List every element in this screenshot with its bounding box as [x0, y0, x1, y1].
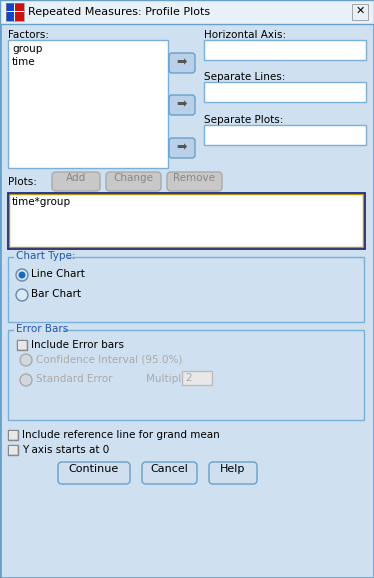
Text: Remove: Remove — [174, 173, 215, 183]
Text: Bar Chart: Bar Chart — [31, 289, 81, 299]
Bar — [14, 253, 67, 261]
FancyBboxPatch shape — [142, 462, 197, 484]
Bar — [17, 340, 27, 350]
Text: Y axis starts at 0: Y axis starts at 0 — [22, 445, 109, 455]
Text: Help: Help — [220, 465, 246, 475]
Text: time*group: time*group — [12, 197, 71, 207]
Bar — [204, 40, 366, 60]
Bar — [8, 330, 364, 420]
Bar — [8, 40, 168, 168]
Bar — [15, 12, 24, 21]
Text: Factors:: Factors: — [8, 30, 49, 40]
Circle shape — [16, 289, 28, 301]
Bar — [9, 194, 363, 247]
Text: group: group — [12, 44, 42, 54]
FancyBboxPatch shape — [52, 172, 100, 191]
Text: ✕: ✕ — [355, 6, 365, 16]
Text: Include Error bars: Include Error bars — [31, 340, 124, 350]
Text: Add: Add — [66, 173, 86, 183]
Bar — [182, 371, 212, 385]
Bar — [8, 193, 364, 248]
Text: ➡: ➡ — [177, 57, 187, 69]
Bar — [8, 430, 18, 440]
Bar — [204, 82, 366, 102]
Bar — [9, 446, 17, 454]
Text: Standard Error: Standard Error — [36, 374, 113, 384]
Text: Separate Plots:: Separate Plots: — [204, 115, 283, 125]
Text: 2: 2 — [185, 373, 191, 383]
FancyBboxPatch shape — [169, 53, 195, 73]
Text: Line Chart: Line Chart — [31, 269, 85, 279]
Bar — [14, 3, 15, 21]
FancyBboxPatch shape — [106, 172, 161, 191]
Bar — [0, 0, 374, 24]
Bar — [6, 12, 15, 21]
Text: Error Bars: Error Bars — [16, 324, 68, 334]
Text: Repeated Measures: Profile Plots: Repeated Measures: Profile Plots — [28, 7, 210, 17]
Bar — [15, 3, 24, 12]
FancyBboxPatch shape — [167, 172, 222, 191]
Bar — [6, 11, 24, 12]
Circle shape — [20, 374, 32, 386]
Text: Cancel: Cancel — [151, 465, 188, 475]
Text: Plots:: Plots: — [8, 177, 37, 187]
FancyBboxPatch shape — [58, 462, 130, 484]
Bar — [14, 326, 63, 334]
Bar — [18, 341, 26, 349]
FancyBboxPatch shape — [209, 462, 257, 484]
Circle shape — [16, 269, 28, 281]
Text: Continue: Continue — [69, 465, 119, 475]
Bar — [352, 4, 368, 20]
Bar — [8, 257, 364, 322]
Text: Confidence Interval (95.0%): Confidence Interval (95.0%) — [36, 354, 183, 364]
Bar — [8, 445, 18, 455]
Bar — [6, 3, 15, 12]
FancyBboxPatch shape — [169, 138, 195, 158]
Text: Change: Change — [113, 173, 153, 183]
FancyBboxPatch shape — [169, 95, 195, 115]
Text: Separate Lines:: Separate Lines: — [204, 72, 285, 82]
Text: ➡: ➡ — [177, 142, 187, 154]
Bar — [6, 3, 24, 21]
Circle shape — [18, 272, 25, 279]
Text: Multiplier:: Multiplier: — [146, 374, 199, 384]
Text: ➡: ➡ — [177, 98, 187, 112]
Text: Chart Type:: Chart Type: — [16, 251, 76, 261]
Circle shape — [20, 354, 32, 366]
Bar — [9, 431, 17, 439]
Bar — [204, 125, 366, 145]
Text: Include reference line for grand mean: Include reference line for grand mean — [22, 430, 220, 440]
Text: time: time — [12, 57, 36, 67]
Text: Horizontal Axis:: Horizontal Axis: — [204, 30, 286, 40]
